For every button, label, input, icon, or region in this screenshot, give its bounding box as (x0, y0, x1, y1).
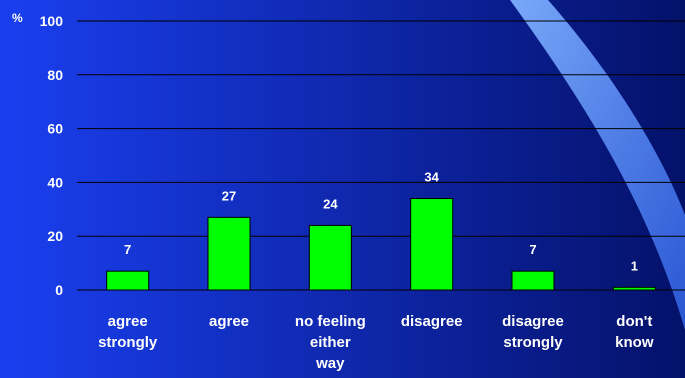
data-labels: 7 27 24 34 7 1 (124, 170, 638, 274)
category-label: agree (209, 313, 249, 330)
bar (612, 286, 656, 291)
data-label: 27 (222, 188, 236, 203)
bar (106, 270, 150, 291)
bar (308, 224, 352, 291)
y-tick-label: 60 (47, 121, 63, 137)
category-label: no feeling (295, 313, 366, 330)
category-label: don't (616, 313, 652, 330)
gridlines (77, 20, 685, 291)
y-tick-label: 20 (47, 228, 63, 244)
category-label: strongly (98, 334, 158, 351)
data-label: 24 (323, 196, 338, 211)
y-tick-label: 40 (47, 174, 63, 190)
y-axis-unit-label: % (12, 11, 23, 25)
y-tick-label: 0 (55, 282, 63, 298)
y-tick-label: 100 (40, 13, 64, 29)
data-label: 7 (124, 242, 131, 257)
bars (106, 198, 656, 291)
decorative-swoosh (510, 0, 685, 330)
bar (410, 198, 454, 291)
category-label: know (615, 334, 654, 351)
bar (511, 270, 555, 291)
y-axis-tick-labels: 0 20 40 60 80 100 (40, 13, 64, 298)
category-label: way (315, 355, 345, 372)
category-labels: agree strongly agree no feeling either way dis… (98, 313, 654, 372)
bar (207, 216, 251, 291)
data-label: 1 (631, 258, 638, 273)
category-label: either (310, 334, 351, 351)
category-label: strongly (503, 334, 563, 351)
category-label: agree (108, 313, 148, 330)
y-tick-label: 80 (47, 67, 63, 83)
data-label: 7 (529, 242, 536, 257)
data-label: 34 (424, 170, 439, 185)
category-label: disagree (401, 313, 463, 330)
category-label: disagree (502, 313, 564, 330)
